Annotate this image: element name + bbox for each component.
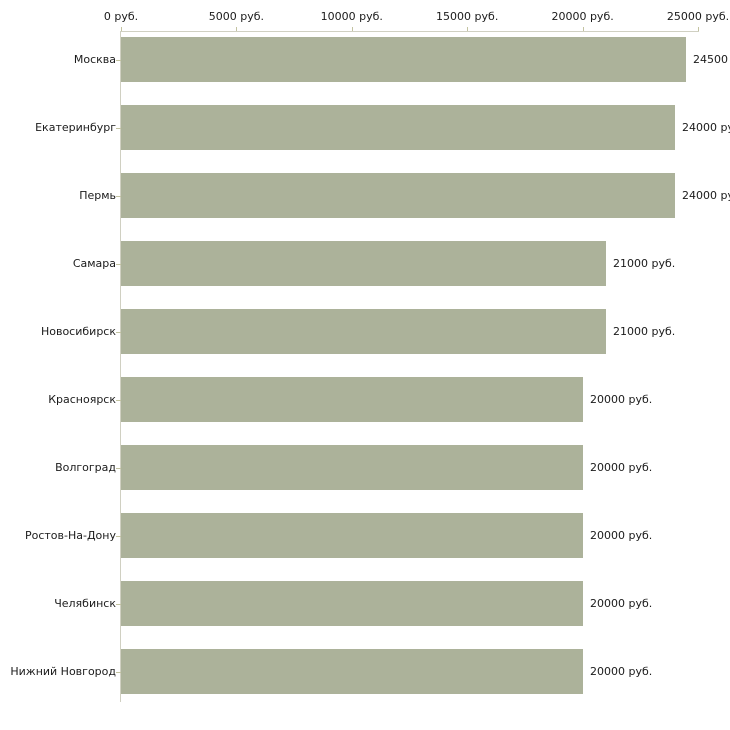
category-tick bbox=[116, 399, 121, 401]
category-label: Челябинск bbox=[54, 597, 116, 610]
x-tick-mark bbox=[236, 27, 237, 31]
value-bar bbox=[121, 37, 686, 82]
bar-row: Красноярск 20000 руб. bbox=[0, 377, 730, 422]
x-tick-label: 15000 руб. bbox=[436, 10, 499, 23]
category-tick bbox=[116, 467, 121, 469]
category-tick bbox=[116, 331, 121, 333]
x-tick-mark bbox=[352, 27, 353, 31]
x-axis-line bbox=[121, 31, 699, 32]
value-label: 24000 руб. bbox=[682, 121, 730, 134]
x-tick-label: 20000 руб. bbox=[551, 10, 614, 23]
category-label: Москва bbox=[73, 53, 116, 66]
value-bar bbox=[121, 513, 583, 558]
category-tick bbox=[116, 671, 121, 673]
value-bar bbox=[121, 105, 675, 150]
value-bar bbox=[121, 445, 583, 490]
value-label: 24500 руб. bbox=[693, 53, 730, 66]
value-label: 21000 руб. bbox=[613, 325, 676, 338]
category-label: Екатеринбург bbox=[35, 121, 116, 134]
value-bar bbox=[121, 241, 606, 286]
category-label: Новосибирск bbox=[40, 325, 116, 338]
category-label: Самара bbox=[72, 257, 116, 270]
value-bar bbox=[121, 377, 583, 422]
x-tick-mark bbox=[698, 27, 699, 31]
bar-row: Москва 24500 руб. bbox=[0, 37, 730, 82]
category-label: Пермь bbox=[79, 189, 116, 202]
bar-row: Пермь 24000 руб. bbox=[0, 173, 730, 218]
category-tick bbox=[116, 59, 121, 61]
value-bar bbox=[121, 581, 583, 626]
value-label: 21000 руб. bbox=[613, 257, 676, 270]
bar-row: Волгоград 20000 руб. bbox=[0, 445, 730, 490]
bar-row: Ростов-На-Дону 20000 руб. bbox=[0, 513, 730, 558]
bar-row: Самара 21000 руб. bbox=[0, 241, 730, 286]
value-bar bbox=[121, 649, 583, 694]
x-tick-mark bbox=[467, 27, 468, 31]
bar-row: Новосибирск 21000 руб. bbox=[0, 309, 730, 354]
value-label: 20000 руб. bbox=[590, 597, 653, 610]
bar-row: Челябинск 20000 руб. bbox=[0, 581, 730, 626]
value-label: 20000 руб. bbox=[590, 665, 653, 678]
bar-row: Нижний Новгород 20000 руб. bbox=[0, 649, 730, 694]
x-tick-mark bbox=[583, 27, 584, 31]
value-bar bbox=[121, 173, 675, 218]
bar-row: Екатеринбург 24000 руб. bbox=[0, 105, 730, 150]
x-tick-mark bbox=[121, 27, 122, 31]
category-tick bbox=[116, 603, 121, 605]
x-tick-label: 10000 руб. bbox=[320, 10, 383, 23]
x-tick-label: 0 руб. bbox=[103, 10, 139, 23]
category-label: Нижний Новгород bbox=[10, 665, 116, 678]
x-tick-label: 5000 руб. bbox=[208, 10, 265, 23]
x-tick-label: 25000 руб. bbox=[666, 10, 730, 23]
value-label: 20000 руб. bbox=[590, 393, 653, 406]
category-tick bbox=[116, 535, 121, 537]
category-label: Ростов-На-Дону bbox=[24, 529, 116, 542]
y-axis-line bbox=[120, 31, 121, 702]
category-tick bbox=[116, 263, 121, 265]
category-label: Волгоград bbox=[55, 461, 116, 474]
value-label: 20000 руб. bbox=[590, 461, 653, 474]
category-tick bbox=[116, 127, 121, 129]
value-bar bbox=[121, 309, 606, 354]
value-label: 24000 руб. bbox=[682, 189, 730, 202]
value-label: 20000 руб. bbox=[590, 529, 653, 542]
category-label: Красноярск bbox=[48, 393, 116, 406]
category-tick bbox=[116, 195, 121, 197]
